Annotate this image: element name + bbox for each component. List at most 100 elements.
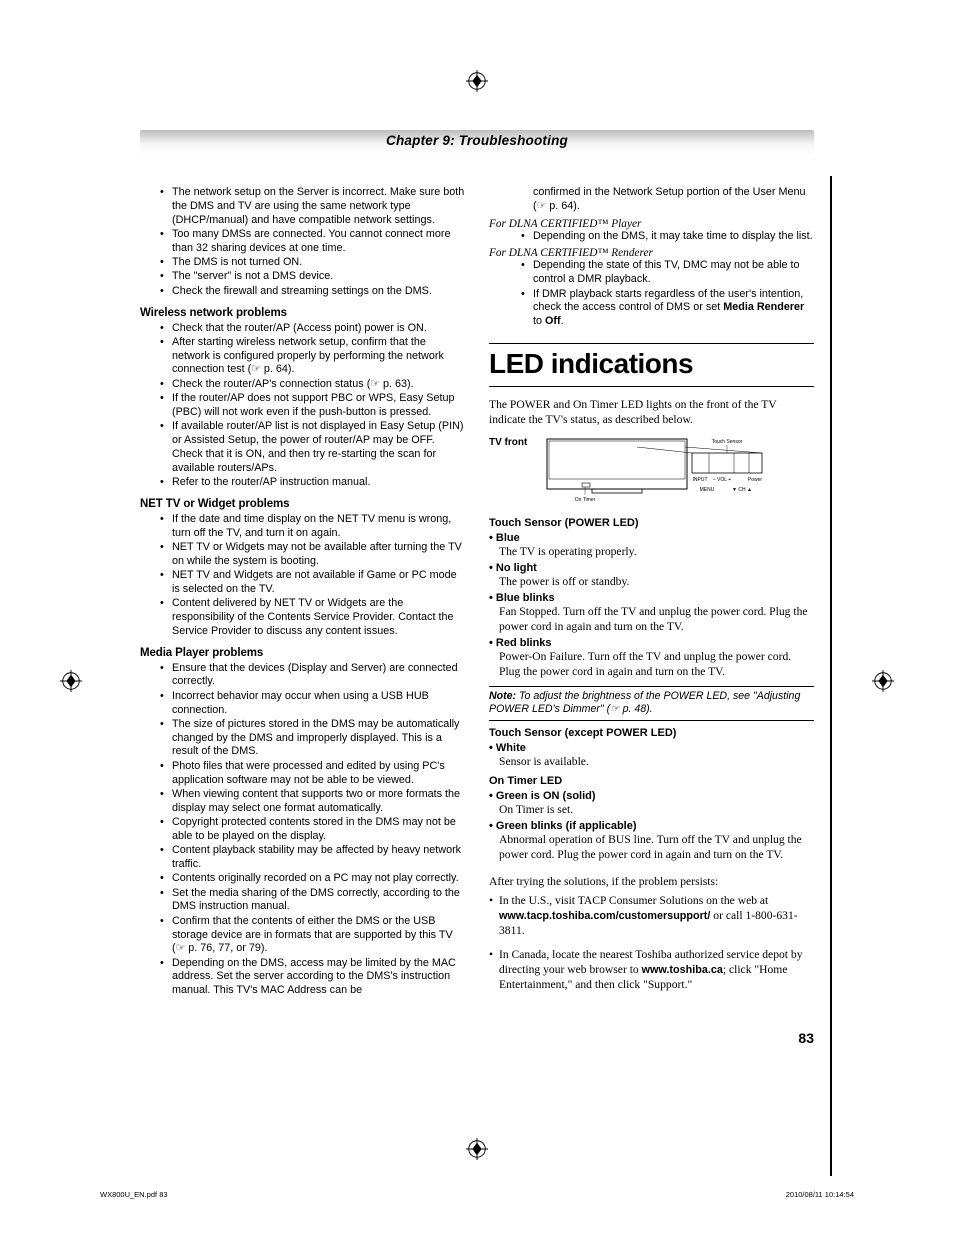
after-solutions-list: In the U.S., visit TACP Consumer Solutio… — [489, 893, 814, 991]
list-item: Set the media sharing of the DMS correct… — [160, 887, 465, 915]
nettv-bullet-list: If the date and time display on the NET … — [140, 513, 465, 639]
nettv-heading: NET TV or Widget problems — [140, 498, 465, 510]
right-column: confirmed in the Network Setup portion o… — [489, 186, 814, 1000]
led-state-label: • No light — [489, 562, 814, 574]
registration-mark-icon — [60, 670, 82, 692]
list-item: Content delivered by NET TV or Widgets a… — [160, 597, 465, 638]
led-state-desc: The TV is operating properly. — [489, 544, 814, 559]
led-state-item: • Red blinksPower-On Failure. Turn off t… — [489, 637, 814, 679]
led-state-desc: Fan Stopped. Turn off the TV and unplug … — [489, 604, 814, 634]
led-state-item: • BlueThe TV is operating properly. — [489, 532, 814, 559]
tv-front-figure: TV front Touch Sensor INPUT – — [489, 433, 814, 507]
touch-sensor-power-heading: Touch Sensor (POWER LED) — [489, 517, 814, 529]
page-edge-bar — [830, 176, 832, 1176]
dlna-renderer-bullets: Depending the state of this TV, DMC may … — [489, 259, 814, 329]
list-item: Copyright protected contents stored in t… — [160, 816, 465, 844]
registration-mark-icon — [872, 670, 894, 692]
page-content: Chapter 9: Troubleshooting The network s… — [140, 130, 814, 1000]
note-box: Note: To adjust the brightness of the PO… — [489, 686, 814, 722]
svg-text:On Timer: On Timer — [575, 497, 596, 503]
led-state-item: • No lightThe power is off or standby. — [489, 562, 814, 589]
note-label: Note: — [489, 690, 516, 702]
list-item: Content playback stability may be affect… — [160, 844, 465, 872]
text: to — [533, 315, 545, 327]
led-state-label: • Red blinks — [489, 637, 814, 649]
svg-text:Touch Sensor: Touch Sensor — [712, 439, 743, 445]
led-state-label: • Green is ON (solid) — [489, 790, 814, 802]
intro-bullet-list: The network setup on the Server is incor… — [140, 186, 465, 299]
led-indications-heading: LED indications — [489, 343, 814, 387]
wireless-bullet-list: Check that the router/AP (Access point) … — [140, 322, 465, 490]
led-state-item: • WhiteSensor is available. — [489, 742, 814, 769]
led-state-item: • Blue blinksFan Stopped. Turn off the T… — [489, 592, 814, 634]
chapter-heading: Chapter 9: Troubleshooting — [140, 130, 814, 156]
list-item: Depending on the DMS, access may be limi… — [160, 957, 465, 998]
led-state-desc: The power is off or standby. — [489, 574, 814, 589]
list-item: If the router/AP does not support PBC or… — [160, 392, 465, 420]
svg-text:MENU: MENU — [700, 487, 715, 493]
text: In the U.S., visit TACP Consumer Solutio… — [499, 894, 768, 907]
list-item: Too many DMSs are connected. You cannot … — [160, 228, 465, 256]
led-state-label: • White — [489, 742, 814, 754]
media-heading: Media Player problems — [140, 647, 465, 659]
list-item: In the U.S., visit TACP Consumer Solutio… — [489, 893, 814, 938]
text: . — [561, 315, 564, 327]
list-item: NET TV and Widgets are not available if … — [160, 569, 465, 597]
registration-mark-icon — [466, 70, 488, 92]
list-item: Incorrect behavior may occur when using … — [160, 690, 465, 718]
bold-term: Off — [545, 315, 561, 327]
list-item: If available router/AP list is not displ… — [160, 420, 465, 475]
bold-term: Media Renderer — [723, 301, 804, 313]
led-state-item: • Green is ON (solid)On Timer is set. — [489, 790, 814, 817]
svg-text:INPUT: INPUT — [693, 477, 708, 483]
svg-text:▼ CH ▲: ▼ CH ▲ — [732, 487, 752, 493]
tv-front-caption: TV front — [489, 433, 527, 448]
registration-mark-icon — [466, 1138, 488, 1160]
led-state-label: • Blue blinks — [489, 592, 814, 604]
after-intro-text: After trying the solutions, if the probl… — [489, 874, 814, 889]
print-footer: WX800U_EN.pdf 83 2010/08/11 10:14:54 — [100, 1190, 854, 1199]
bold-url: www.toshiba.ca — [642, 964, 723, 976]
list-item: When viewing content that supports two o… — [160, 788, 465, 816]
led-state-item: • Green blinks (if applicable)Abnormal o… — [489, 820, 814, 862]
continuation-text: confirmed in the Network Setup portion o… — [489, 186, 814, 214]
ontimer-heading: On Timer LED — [489, 775, 814, 787]
led-state-desc: On Timer is set. — [489, 802, 814, 817]
list-item: The network setup on the Server is incor… — [160, 186, 465, 227]
led-state-desc: Sensor is available. — [489, 754, 814, 769]
list-item: If DMR playback starts regardless of the… — [521, 288, 814, 329]
list-item: The DMS is not turned ON. — [160, 256, 465, 270]
list-item: NET TV or Widgets may not be available a… — [160, 541, 465, 569]
led-intro-text: The POWER and On Timer LED lights on the… — [489, 397, 814, 427]
led-state-desc: Abnormal operation of BUS line. Turn off… — [489, 832, 814, 862]
left-column: The network setup on the Server is incor… — [140, 186, 465, 1000]
list-item: In Canada, locate the nearest Toshiba au… — [489, 947, 814, 992]
list-item: Photo files that were processed and edit… — [160, 760, 465, 788]
dlna-player-heading: For DLNA CERTIFIED™ Player — [489, 218, 814, 230]
list-item: Contents originally recorded on a PC may… — [160, 872, 465, 886]
list-item: Check the firewall and streaming setting… — [160, 285, 465, 299]
dlna-player-bullets: Depending on the DMS, it may take time t… — [489, 230, 814, 244]
led-state-desc: Power-On Failure. Turn off the TV and un… — [489, 649, 814, 679]
list-item: Ensure that the devices (Display and Ser… — [160, 662, 465, 690]
list-item: After starting wireless network setup, c… — [160, 336, 465, 377]
wireless-heading: Wireless network problems — [140, 307, 465, 319]
list-item: Depending the state of this TV, DMC may … — [521, 259, 814, 287]
tv-front-diagram-icon: Touch Sensor INPUT – VOL + Power MENU ▼ … — [537, 433, 767, 507]
list-item: The size of pictures stored in the DMS m… — [160, 718, 465, 759]
media-bullet-list: Ensure that the devices (Display and Ser… — [140, 662, 465, 999]
svg-text:Power: Power — [748, 477, 763, 483]
page-number: 83 — [798, 1030, 814, 1046]
touch-sensor-except-heading: Touch Sensor (except POWER LED) — [489, 727, 814, 739]
list-item: Refer to the router/AP instruction manua… — [160, 476, 465, 490]
note-text: To adjust the brightness of the POWER LE… — [489, 690, 800, 716]
list-item: Depending on the DMS, it may take time t… — [521, 230, 814, 244]
list-item: If the date and time display on the NET … — [160, 513, 465, 541]
led-state-label: • Green blinks (if applicable) — [489, 820, 814, 832]
list-item: The "server" is not a DMS device. — [160, 270, 465, 284]
footer-right: 2010/08/11 10:14:54 — [786, 1190, 854, 1199]
dlna-renderer-heading: For DLNA CERTIFIED™ Renderer — [489, 247, 814, 259]
list-item: Check that the router/AP (Access point) … — [160, 322, 465, 336]
svg-text:– VOL +: – VOL + — [713, 477, 731, 483]
footer-left: WX800U_EN.pdf 83 — [100, 1190, 168, 1199]
